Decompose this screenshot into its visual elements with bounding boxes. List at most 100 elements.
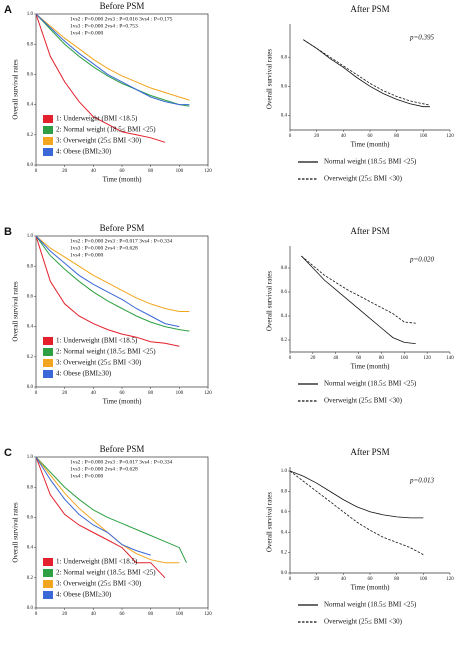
x-tick-label: 40	[91, 169, 97, 174]
legend-label: 2: Normal weight (18.5≤ BMI <25)	[56, 348, 156, 356]
y-tick-label: 0.4	[27, 103, 34, 108]
survival-curve	[35, 235, 190, 332]
x-tick-label: 40	[341, 577, 347, 582]
legend-swatch	[43, 359, 53, 367]
survival-curve	[301, 255, 416, 344]
y-tick-label: 0.4	[281, 114, 288, 119]
legend-swatch	[43, 137, 53, 145]
p-value: p=0.013	[409, 477, 434, 485]
p-value: p=0.395	[409, 34, 434, 42]
survival-curve	[289, 470, 424, 555]
y-tick-label: 0.2	[27, 576, 34, 581]
chart-title: Before PSM	[100, 444, 145, 454]
survival-curve	[35, 456, 166, 579]
x-tick-label: 60	[120, 612, 126, 617]
survival-curve	[35, 456, 187, 563]
legend-label: Normal weight (18.5≤ BMI <25)	[324, 380, 417, 388]
x-tick-label: 20	[62, 169, 68, 174]
x-tick-label: 120	[204, 391, 212, 396]
legend-label: 2: Normal weight (18.5≤ BMI <25)	[56, 569, 156, 577]
y-tick-label: 1.0	[281, 469, 288, 474]
y-tick-label: 0.0	[281, 571, 288, 576]
survival-curve	[35, 13, 190, 101]
x-tick-label: 100	[176, 169, 184, 174]
x-tick-label: 40	[91, 391, 97, 396]
x-tick-label: 80	[148, 391, 154, 396]
y-tick-label: 0.6	[27, 73, 34, 78]
x-tick-label: 0	[35, 391, 38, 396]
x-tick-label: 60	[368, 134, 374, 139]
legend-label: 1: Underweight (BMI <18.5)	[56, 115, 138, 123]
x-axis-label: Time (month)	[351, 584, 390, 592]
annotation: 1vs4 : P=0.000	[70, 473, 103, 479]
legend-swatch	[43, 337, 53, 345]
legend-swatch	[43, 148, 53, 156]
y-tick-label: 0.6	[27, 516, 34, 521]
y-tick-label: 1.0	[27, 455, 34, 460]
legend-label: 1: Underweight (BMI <18.5)	[56, 337, 138, 345]
x-tick-label: 100	[420, 134, 428, 139]
x-tick-label: 80	[394, 577, 400, 582]
x-tick-label: 60	[120, 169, 126, 174]
legend-label: Normal weight (18.5≤ BMI <25)	[324, 158, 417, 166]
x-axis-label: Time (month)	[351, 363, 390, 371]
panel-label: C	[4, 447, 12, 459]
legend-swatch	[43, 558, 53, 566]
x-tick-label: 0	[289, 577, 292, 582]
y-tick-label: 0.2	[281, 551, 288, 556]
legend-label: 3: Overweight (25≤ BMI <30)	[56, 137, 142, 145]
y-tick-label: 1.0	[27, 234, 34, 239]
annotation: 1vs3 : P=0.000 2vs4 : P=0.628	[70, 245, 138, 251]
annotation: 1vs2 : P=0.000 2vs3 : P=0.016 3vs4 : P=0…	[70, 16, 173, 22]
y-tick-label: 0.2	[27, 355, 34, 360]
y-axis-label: Overall survival rates	[266, 492, 274, 553]
x-tick-label: 20	[314, 134, 320, 139]
y-tick-label: 0.4	[27, 325, 34, 330]
x-axis-label: Time (month)	[103, 176, 142, 184]
x-tick-label: 0	[289, 134, 292, 139]
survival-curve	[35, 13, 190, 107]
annotation: 1vs4 : P=0.000	[70, 30, 103, 36]
y-tick-label: 0.0	[27, 163, 34, 168]
y-axis-label: Overall survival rates	[266, 49, 274, 110]
x-tick-label: 120	[446, 134, 454, 139]
x-tick-label: 0	[289, 356, 292, 361]
survival-curve	[35, 235, 180, 328]
legend-swatch	[43, 126, 53, 134]
annotation: 1vs2 : P=0.000 2vs3 : P=0.017 3vs4 : P=0…	[70, 459, 173, 465]
legend-label: 2: Normal weight (18.5≤ BMI <25)	[56, 126, 156, 134]
y-tick-label: 0.2	[27, 133, 34, 138]
chart-title: Before PSM	[100, 223, 145, 233]
y-tick-label: 0.8	[27, 264, 34, 269]
survival-curve	[35, 235, 180, 347]
x-tick-label: 40	[91, 612, 97, 617]
legend-label: 1: Underweight (BMI <18.5)	[56, 558, 138, 566]
y-tick-label: 0.4	[27, 546, 34, 551]
x-tick-label: 100	[176, 391, 184, 396]
x-tick-label: 0	[35, 169, 38, 174]
chart-title: Before PSM	[100, 1, 145, 11]
survival-curve	[35, 235, 190, 312]
legend-label: Overweight (25≤ BMI <30)	[324, 397, 403, 405]
x-tick-label: 100	[401, 356, 409, 361]
y-tick-label: 0.8	[281, 266, 288, 271]
legend-swatch	[43, 591, 53, 599]
chart-title: After PSM	[350, 4, 389, 14]
legend-swatch	[43, 348, 53, 356]
y-axis-label: Overall survival rates	[266, 271, 274, 332]
x-tick-label: 20	[62, 612, 68, 617]
annotation: 1vs2 : P=0.000 2vs3 : P=0.017 3vs4 : P=0…	[70, 238, 173, 244]
survival-curve	[301, 255, 416, 324]
survival-curve	[35, 456, 151, 556]
x-tick-label: 140	[446, 356, 454, 361]
y-tick-label: 0.4	[281, 530, 288, 535]
annotation: 1vs3 : P=0.000 2vs4 : P=0.628	[70, 466, 138, 472]
legend-label: 4: Obese (BMI≥30)	[56, 591, 112, 599]
y-tick-label: 0.8	[27, 485, 34, 490]
y-tick-label: 0.6	[281, 510, 288, 515]
legend-swatch	[43, 370, 53, 378]
y-tick-label: 0.2	[281, 338, 288, 343]
x-axis-label: Time (month)	[351, 141, 390, 149]
y-tick-label: 0.6	[281, 84, 288, 89]
